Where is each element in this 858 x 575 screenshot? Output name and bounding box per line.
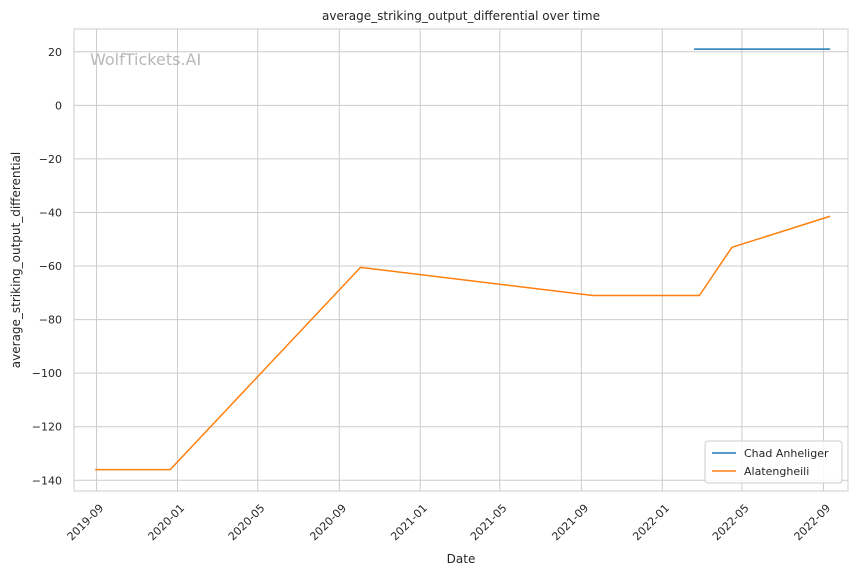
- chart-title: average_striking_output_differential ove…: [322, 9, 600, 23]
- y-tick-label: −100: [32, 367, 62, 380]
- x-tick-label: 2022-09: [792, 502, 834, 544]
- y-tick-label: −120: [32, 421, 62, 434]
- x-tick-label: 2021-05: [468, 502, 510, 544]
- y-axis-title: average_striking_output_differential: [9, 152, 23, 368]
- legend: Chad Anheliger Alatengheili: [704, 440, 843, 484]
- series-layer: [95, 48, 831, 471]
- plot-area: [73, 28, 849, 492]
- x-tick-label: 2021-01: [388, 502, 430, 544]
- x-tick-label: 2019-09: [65, 502, 107, 544]
- y-tick-label: −80: [39, 314, 62, 327]
- legend-box: [704, 440, 843, 484]
- y-tick-label: −140: [32, 474, 62, 487]
- y-tick-label: −20: [39, 153, 62, 166]
- x-axis-ticks: 2019-09 2020-01 2020-05 2020-09 2021-01 2021-…: [65, 502, 834, 544]
- x-tick-label: 2020-05: [226, 502, 268, 544]
- y-tick-label: −60: [39, 260, 62, 273]
- y-axis-ticks: 20 0 −20 −40 −60 −80 −100 −120 −140: [32, 46, 62, 488]
- x-tick-label: 2022-01: [630, 502, 672, 544]
- y-tick-label: 20: [48, 46, 62, 59]
- y-tick-label: 0: [55, 99, 62, 112]
- x-axis-title: Date: [447, 552, 476, 566]
- legend-label-chad-anheliger: Chad Anheliger: [744, 447, 829, 460]
- x-tick-label: 2021-09: [549, 502, 591, 544]
- series-line-alatengheili: [95, 215, 831, 471]
- y-tick-label: −40: [39, 206, 62, 219]
- x-tick-label: 2022-05: [710, 502, 752, 544]
- watermark: WolfTickets.AI: [90, 50, 201, 69]
- x-tick-label: 2020-01: [146, 502, 188, 544]
- legend-label-alatengheili: Alatengheili: [744, 465, 809, 478]
- grid: [74, 29, 848, 491]
- x-tick-label: 2020-09: [307, 502, 349, 544]
